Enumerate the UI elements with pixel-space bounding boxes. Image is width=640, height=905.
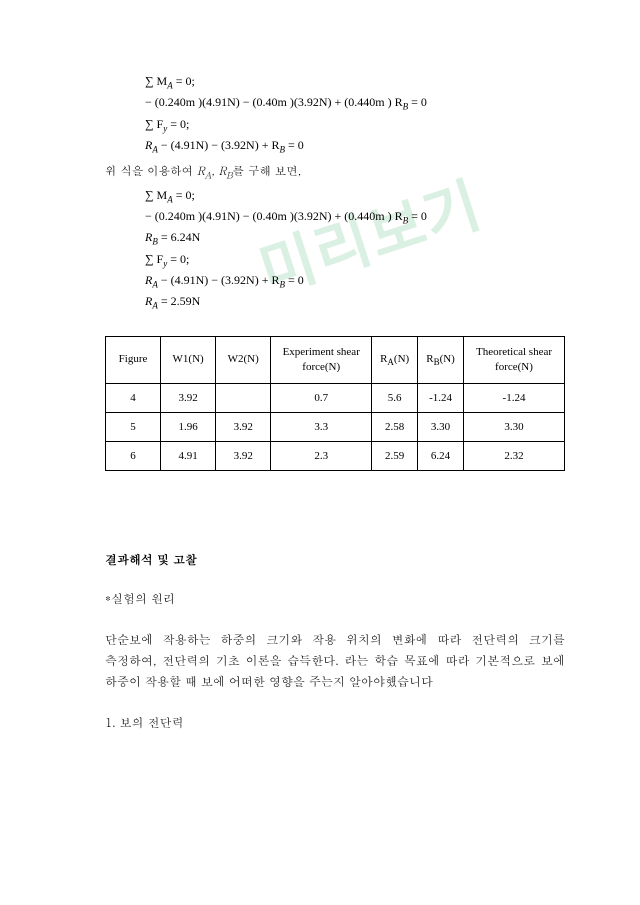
eq-text: = 0; <box>173 74 195 88</box>
eq-text: ∑ F <box>145 252 163 266</box>
eq1-line4: RA − (4.91N) − (3.92N) + RB = 0 <box>145 136 565 157</box>
body-paragraph: 단순보에 작용하는 하중의 크기와 작용 위치의 변화에 따라 전단력의 크기를… <box>105 629 565 692</box>
eq-text: = 0 <box>408 209 427 223</box>
cell: 3.92 <box>216 442 271 471</box>
eq1-line1: ∑ MA = 0; <box>145 72 565 93</box>
eq2-line6: RA = 2.59N <box>145 292 565 313</box>
text: R <box>197 163 205 179</box>
eq-text: − (4.91N) − (3.92N) + R <box>158 273 280 287</box>
cell: 2.32 <box>463 442 564 471</box>
col-exp: Experiment shear force(N) <box>271 336 372 384</box>
section-title: 결과해석 및 고찰 <box>105 551 565 568</box>
cell: 2.58 <box>372 413 418 442</box>
text: R <box>426 353 433 365</box>
eq-text: − (4.91N) − (3.92N) + R <box>158 138 280 152</box>
results-table: Figure W1(N) W2(N) Experiment shear forc… <box>105 336 565 472</box>
page-content: ∑ MA = 0; − (0.240m )(4.91N) − (0.40m )(… <box>0 0 640 731</box>
numbered-title: 1. 보의 전단력 <box>105 714 565 731</box>
eq-text: − (0.240m )(4.91N) − (0.40m )(3.92N) + (… <box>145 209 403 223</box>
eq2-line2: − (0.240m )(4.91N) − (0.40m )(3.92N) + (… <box>145 207 565 228</box>
eq2-line5: RA − (4.91N) − (3.92N) + RB = 0 <box>145 271 565 292</box>
table-row: 6 4.91 3.92 2.3 2.59 6.24 2.32 <box>106 442 565 471</box>
cell: 4.91 <box>161 442 216 471</box>
col-rb: RB(N) <box>418 336 464 384</box>
text: 를 구해 보면, <box>233 163 302 179</box>
cell: 0.7 <box>271 384 372 413</box>
cell: 2.59 <box>372 442 418 471</box>
col-ra: RA(N) <box>372 336 418 384</box>
eq1-line3: ∑ Fy = 0; <box>145 115 565 136</box>
table-header-row: Figure W1(N) W2(N) Experiment shear forc… <box>106 336 565 384</box>
eq-text: = 0 <box>408 95 427 109</box>
text: 위 식을 이용하여 <box>105 163 197 179</box>
cell: 2.3 <box>271 442 372 471</box>
cell: 3.92 <box>161 384 216 413</box>
eq-text: ∑ F <box>145 117 163 131</box>
col-theo: Theoretical shear force(N) <box>463 336 564 384</box>
table-row: 4 3.92 0.7 5.6 -1.24 -1.24 <box>106 384 565 413</box>
text: , R <box>211 163 226 179</box>
equation-block-2: ∑ MA = 0; − (0.240m )(4.91N) − (0.40m )(… <box>145 186 565 314</box>
col-w1: W1(N) <box>161 336 216 384</box>
table-row: 5 1.96 3.92 3.3 2.58 3.30 3.30 <box>106 413 565 442</box>
eq-text: = 0; <box>167 252 189 266</box>
cell: -1.24 <box>418 384 464 413</box>
cell: 3.30 <box>418 413 464 442</box>
eq-text: = 6.24N <box>158 230 200 244</box>
cell: 5 <box>106 413 161 442</box>
sub-title: *실험의 원리 <box>105 590 565 607</box>
eq2-line3: RB = 6.24N <box>145 228 565 249</box>
cell: 3.92 <box>216 413 271 442</box>
eq-text: = 0; <box>167 117 189 131</box>
col-figure: Figure <box>106 336 161 384</box>
cell: 6.24 <box>418 442 464 471</box>
eq-text: ∑ M <box>145 188 167 202</box>
eq-text: = 0; <box>173 188 195 202</box>
cell: -1.24 <box>463 384 564 413</box>
eq2-line1: ∑ MA = 0; <box>145 186 565 207</box>
eq-text: − (0.240m )(4.91N) − (0.40m )(3.92N) + (… <box>145 95 403 109</box>
text: (N) <box>440 353 455 365</box>
cell: 1.96 <box>161 413 216 442</box>
korean-intermediate-line: 위 식을 이용하여 RA, RB를 구해 보면, <box>105 163 565 181</box>
cell <box>216 384 271 413</box>
eq-text: ∑ M <box>145 74 167 88</box>
eq-text: = 2.59N <box>158 294 200 308</box>
cell: 6 <box>106 442 161 471</box>
eq-text: = 0 <box>285 273 304 287</box>
eq1-line2: − (0.240m )(4.91N) − (0.40m )(3.92N) + (… <box>145 93 565 114</box>
col-w2: W2(N) <box>216 336 271 384</box>
equation-block-1: ∑ MA = 0; − (0.240m )(4.91N) − (0.40m )(… <box>145 72 565 157</box>
cell: 3.30 <box>463 413 564 442</box>
cell: 3.3 <box>271 413 372 442</box>
cell: 5.6 <box>372 384 418 413</box>
eq2-line4: ∑ Fy = 0; <box>145 250 565 271</box>
text: (N) <box>394 353 409 365</box>
cell: 4 <box>106 384 161 413</box>
eq-text: = 0 <box>285 138 304 152</box>
